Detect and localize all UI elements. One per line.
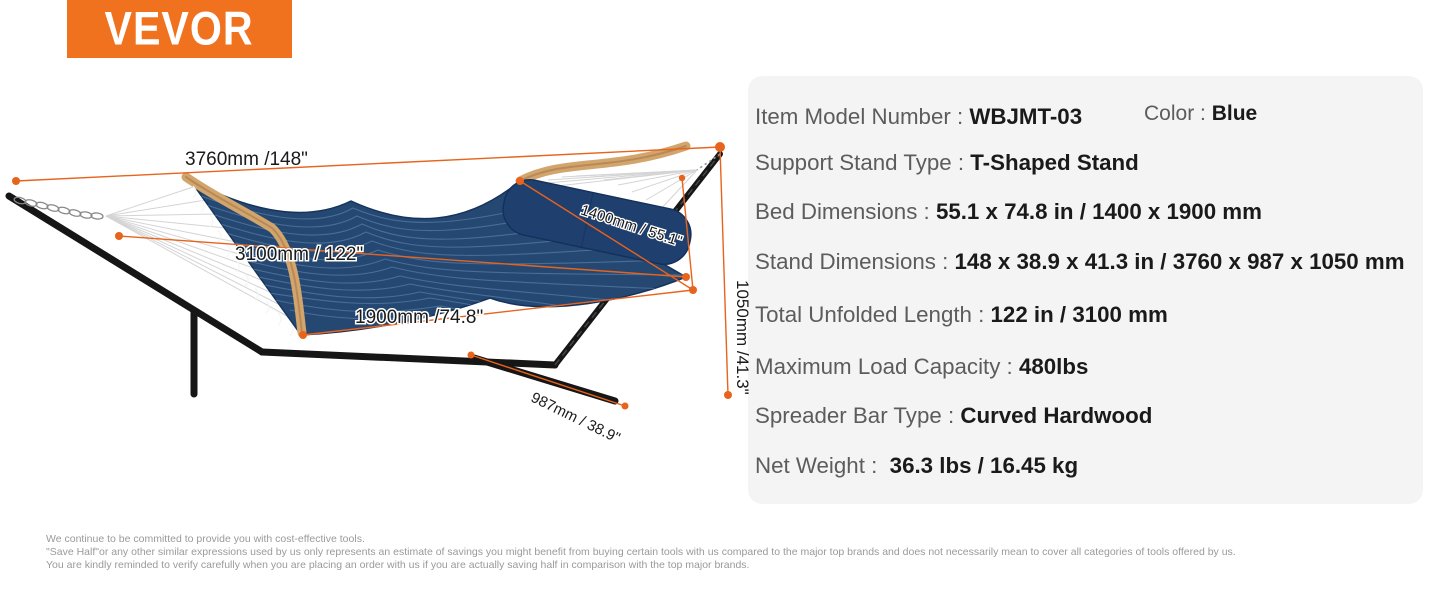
svg-text:1050mm /41.3": 1050mm /41.3" [733, 280, 752, 395]
svg-text:1900mm /74.8": 1900mm /74.8" [355, 307, 483, 328]
svg-text:3100mm / 122": 3100mm / 122" [235, 244, 363, 265]
svg-text:3760mm /148": 3760mm /148" [185, 149, 308, 170]
